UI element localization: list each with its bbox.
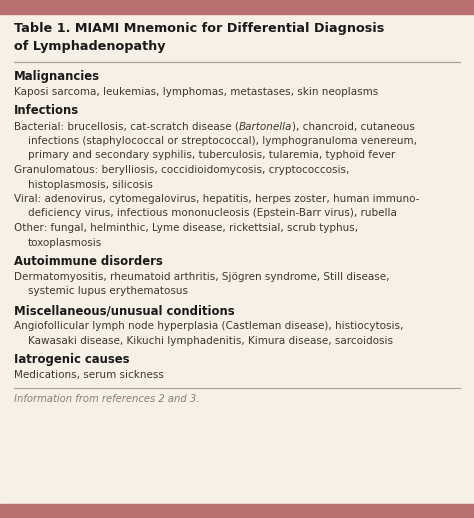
Text: Infections: Infections [14,105,79,118]
Text: Other: fungal, helminthic, Lyme disease, rickettsial, scrub typhus,: Other: fungal, helminthic, Lyme disease,… [14,223,358,233]
Text: Viral: adenovirus, cytomegalovirus, hepatitis, herpes zoster, human immuno-: Viral: adenovirus, cytomegalovirus, hepa… [14,194,419,204]
Text: Bartonella: Bartonella [239,122,292,132]
Text: Dermatomyositis, rheumatoid arthritis, Sjögren syndrome, Still disease,: Dermatomyositis, rheumatoid arthritis, S… [14,272,390,282]
Text: Medications, serum sickness: Medications, serum sickness [14,370,164,380]
Text: Bacterial: brucellosis, cat-scratch disease (: Bacterial: brucellosis, cat-scratch dise… [14,122,239,132]
Bar [0,504,474,518]
Text: Malignancies: Malignancies [14,70,100,83]
Text: primary and secondary syphilis, tuberculosis, tularemia, typhoid fever: primary and secondary syphilis, tubercul… [28,151,395,161]
Text: Angiofollicular lymph node hyperplasia (Castleman disease), histiocytosis,: Angiofollicular lymph node hyperplasia (… [14,321,403,331]
Text: Autoimmune disorders: Autoimmune disorders [14,255,163,268]
Text: systemic lupus erythematosus: systemic lupus erythematosus [28,286,188,296]
Text: of Lymphadenopathy: of Lymphadenopathy [14,40,165,53]
Text: Information from references 2 and 3.: Information from references 2 and 3. [14,394,200,404]
Text: toxoplasmosis: toxoplasmosis [28,237,102,248]
Text: Miscellaneous/unusual conditions: Miscellaneous/unusual conditions [14,304,235,317]
Bar [0,0,474,14]
Text: infections (staphylococcal or streptococcal), lymphogranuloma venereum,: infections (staphylococcal or streptococ… [28,136,417,146]
Text: Kawasaki disease, Kikuchi lymphadenitis, Kimura disease, sarcoidosis: Kawasaki disease, Kikuchi lymphadenitis,… [28,336,393,346]
Text: Kaposi sarcoma, leukemias, lymphomas, metastases, skin neoplasms: Kaposi sarcoma, leukemias, lymphomas, me… [14,87,378,97]
Text: Iatrogenic causes: Iatrogenic causes [14,353,129,366]
Text: Granulomatous: berylliosis, coccidioidomycosis, cryptococcosis,: Granulomatous: berylliosis, coccidioidom… [14,165,349,175]
Text: ), chancroid, cutaneous: ), chancroid, cutaneous [292,122,415,132]
Text: deficiency virus, infectious mononucleosis (Epstein-Barr virus), rubella: deficiency virus, infectious mononucleos… [28,209,397,219]
Text: Table 1. MIAMI Mnemonic for Differential Diagnosis: Table 1. MIAMI Mnemonic for Differential… [14,22,384,35]
Text: histoplasmosis, silicosis: histoplasmosis, silicosis [28,180,153,190]
